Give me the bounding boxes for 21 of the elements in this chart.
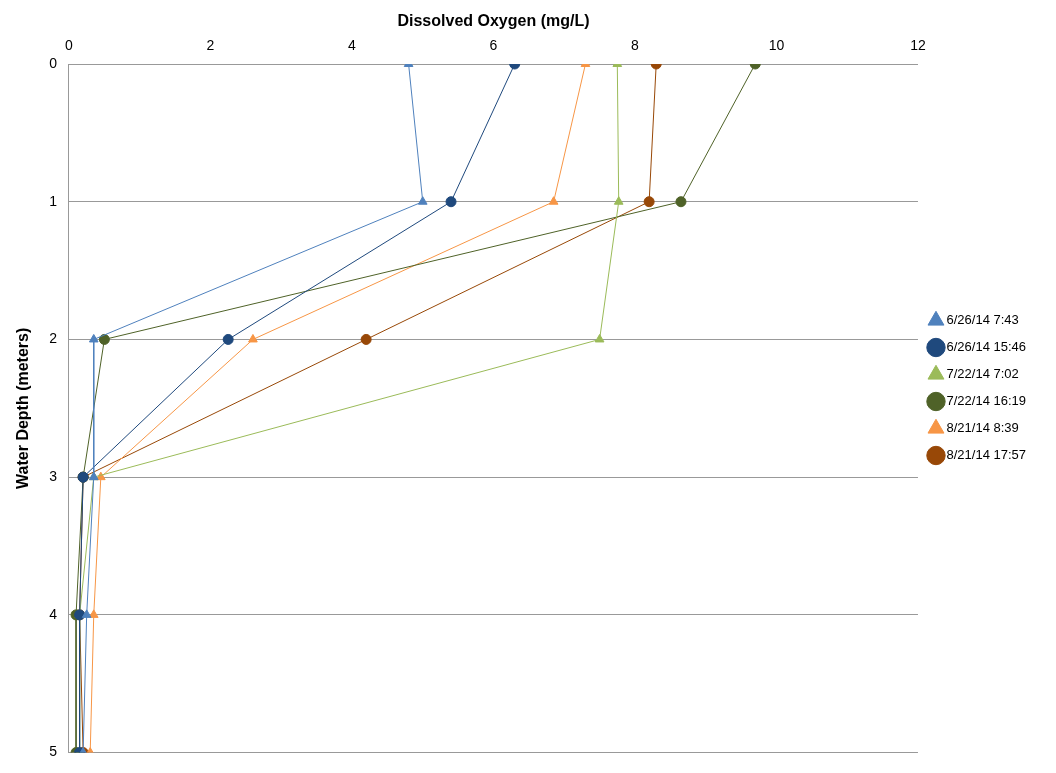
- y-tick-label: 3: [49, 468, 58, 485]
- x-tick-label: 10: [768, 37, 785, 54]
- legend-label: 6/26/14 15:46: [946, 339, 1027, 355]
- legend-label: 6/26/14 7:43: [946, 312, 1019, 328]
- legend-label: 8/21/14 8:39: [946, 420, 1019, 436]
- x-tick-label: 2: [206, 37, 215, 54]
- x-tick-label: 4: [348, 37, 357, 54]
- y-tick-label: 4: [49, 605, 58, 622]
- y-tick-label: 2: [49, 330, 58, 347]
- y-tick-label: 0: [49, 54, 58, 71]
- x-tick-label: 0: [65, 37, 74, 54]
- legend-label: 7/22/14 7:02: [946, 366, 1019, 382]
- x-tick-label: 6: [489, 37, 498, 54]
- y-tick-label: 1: [49, 192, 58, 209]
- y-tick-label: 5: [49, 743, 58, 760]
- y-axis-title: Water Depth (meters): [14, 327, 32, 489]
- legend-label: 7/22/14 16:19: [946, 393, 1027, 409]
- x-axis-title: Dissolved Oxygen (mg/L): [397, 12, 590, 30]
- x-tick-label: 12: [910, 37, 926, 54]
- x-tick-label: 8: [631, 37, 640, 54]
- legend-label: 8/21/14 17:57: [946, 447, 1027, 463]
